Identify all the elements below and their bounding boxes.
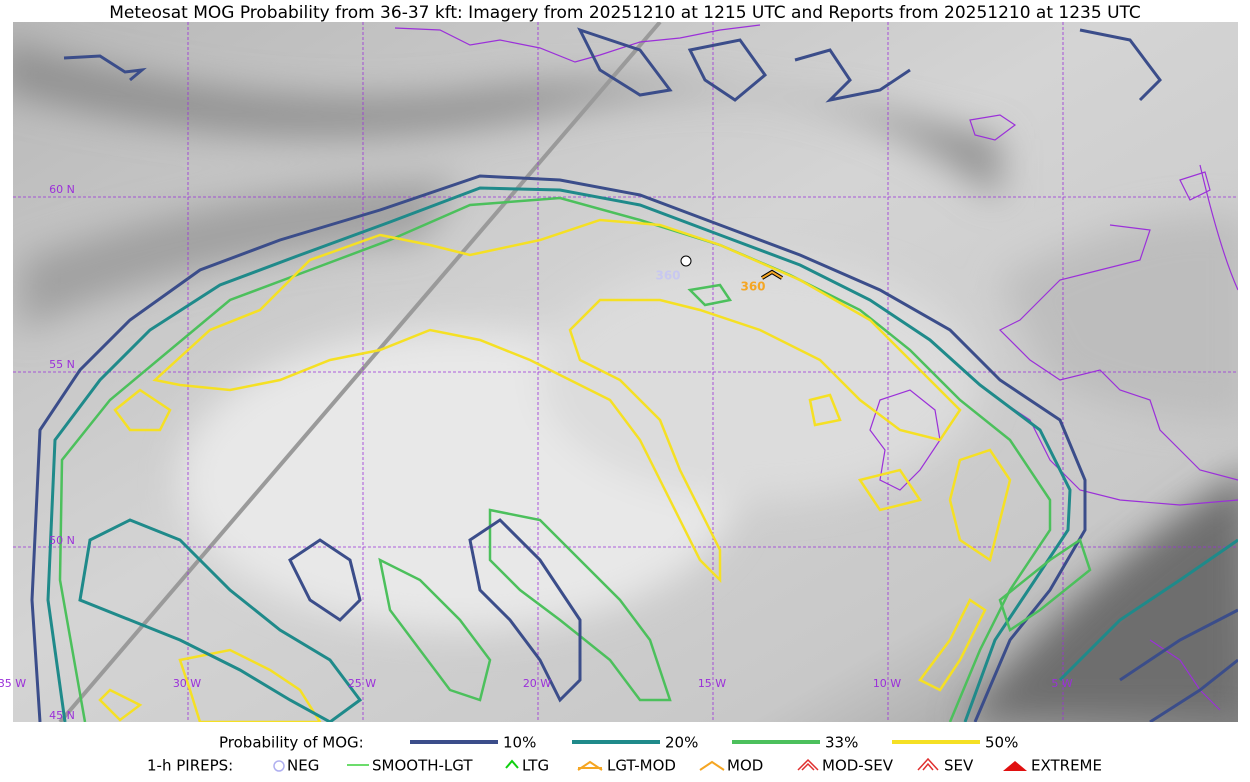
- legend-icon: [917, 757, 939, 771]
- lon-label: 20 W: [523, 677, 551, 690]
- legend-label: SEV: [944, 757, 974, 775]
- lon-label: 25 W: [348, 677, 376, 690]
- map: [13, 22, 1238, 722]
- legend-icon: [505, 759, 519, 769]
- legend-label: 10%: [503, 734, 536, 752]
- lat-label: 50 N: [49, 534, 75, 547]
- legend-label: MOD: [727, 757, 763, 775]
- pirep-markers: [680, 255, 784, 280]
- lon-label: 10 W: [873, 677, 901, 690]
- legend-label: MOD-SEV: [822, 757, 894, 775]
- lat-label: 55 N: [49, 358, 75, 371]
- lat-label: 45 N: [49, 709, 75, 722]
- legend: Probability of MOG: 10% 20% 33% 50% 1-h PIREP…: [147, 734, 1102, 775]
- legend-label: 20%: [665, 734, 698, 752]
- legend-title: 1-h PIREPS:: [147, 757, 233, 775]
- legend-icon: [273, 760, 285, 772]
- legend-label: LGT-MOD: [607, 757, 676, 775]
- contours: [30, 27, 1238, 722]
- legend-label: 33%: [825, 734, 858, 752]
- lon-label: 5 W: [1051, 677, 1072, 690]
- lat-label: 60 N: [49, 183, 75, 196]
- labels: 60 N 55 N 50 N 45 N 35 W 30 W 25 W 20 W 15 W 10 W…: [0, 183, 1073, 722]
- legend-label: NEG: [287, 757, 319, 775]
- report-altitude: 360: [655, 269, 680, 283]
- legend-label: LTG: [522, 757, 549, 775]
- legend-title: Probability of MOG:: [219, 734, 364, 752]
- lon-label: 30 W: [173, 677, 201, 690]
- lon-label: 35 W: [0, 677, 26, 690]
- graticule: [13, 22, 1238, 722]
- legend-icon: [699, 760, 725, 771]
- legend-label: SMOOTH-LGT: [372, 757, 473, 775]
- legend-icon: [577, 760, 603, 771]
- legend-icon: [797, 758, 819, 771]
- legend-label: 50%: [985, 734, 1018, 752]
- pirep-neg-icon: [680, 255, 692, 267]
- lon-label: 15 W: [698, 677, 726, 690]
- pirep-mod-icon: [761, 270, 783, 279]
- report-altitude: 360: [740, 280, 765, 294]
- legend-icon: [1003, 761, 1027, 771]
- legend-label: EXTREME: [1031, 757, 1102, 775]
- title: Meteosat MOG Probability from 36-37 kft:…: [109, 3, 1141, 23]
